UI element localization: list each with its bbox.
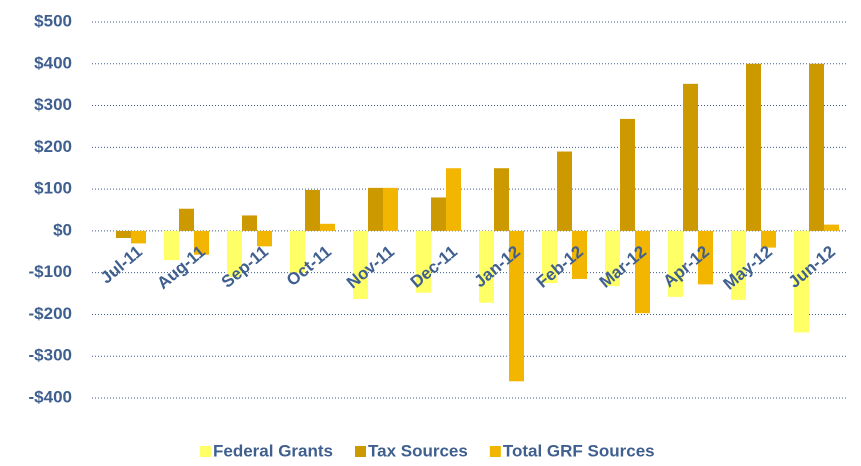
legend-label: Total GRF Sources [503,441,655,460]
bar [572,230,587,279]
y-tick-label: -$400 [29,387,72,406]
bar [383,187,398,231]
bar [605,230,620,287]
bar [494,168,509,231]
bar [290,230,305,273]
x-tick-label: Dec-11 [407,242,461,292]
bar [731,230,746,300]
bar [824,224,839,231]
bar [761,230,776,248]
bar [242,215,257,231]
x-tick-label: Jun-12 [785,242,839,292]
bar [305,189,320,231]
bar [557,151,572,231]
bar [635,230,650,314]
bar [179,208,194,231]
bar [257,230,272,247]
bar [446,168,461,231]
legend-swatch [200,446,211,457]
x-tick-label: Jul-11 [97,242,146,288]
bar [620,118,635,231]
y-tick-label: -$300 [29,346,72,365]
y-tick-label: $300 [34,95,72,114]
bar [116,230,131,238]
bar [431,197,446,231]
bar [809,63,824,231]
bar [509,230,524,382]
x-tick-label: Sep-11 [218,242,272,292]
legend-swatch [489,446,501,457]
bar [416,230,431,293]
x-tick-label: May-12 [720,242,776,294]
bar [131,230,146,244]
x-tick-label: Aug-11 [153,242,209,293]
y-tick-label: $500 [34,11,72,30]
y-tick-label: $400 [34,53,72,72]
y-tick-label: -$100 [29,262,72,281]
x-tick-label: Nov-11 [343,242,398,292]
bar [227,230,242,277]
bar [320,223,335,231]
bar [746,63,761,231]
y-tick-label: -$200 [29,304,72,323]
legend-label: Tax Sources [368,441,468,460]
bar [683,83,698,231]
bar [353,230,368,299]
y-tick-label: $0 [53,220,72,239]
legend-swatch [355,446,366,457]
bar [194,230,209,255]
legend-label: Federal Grants [213,441,333,460]
y-tick-label: $200 [34,137,72,156]
bar [368,187,383,231]
bar [668,230,683,297]
bar [542,230,557,284]
bar [479,230,494,303]
bar [164,230,179,261]
bar [698,230,713,285]
y-tick-label: $100 [34,179,72,198]
bar [794,230,809,333]
